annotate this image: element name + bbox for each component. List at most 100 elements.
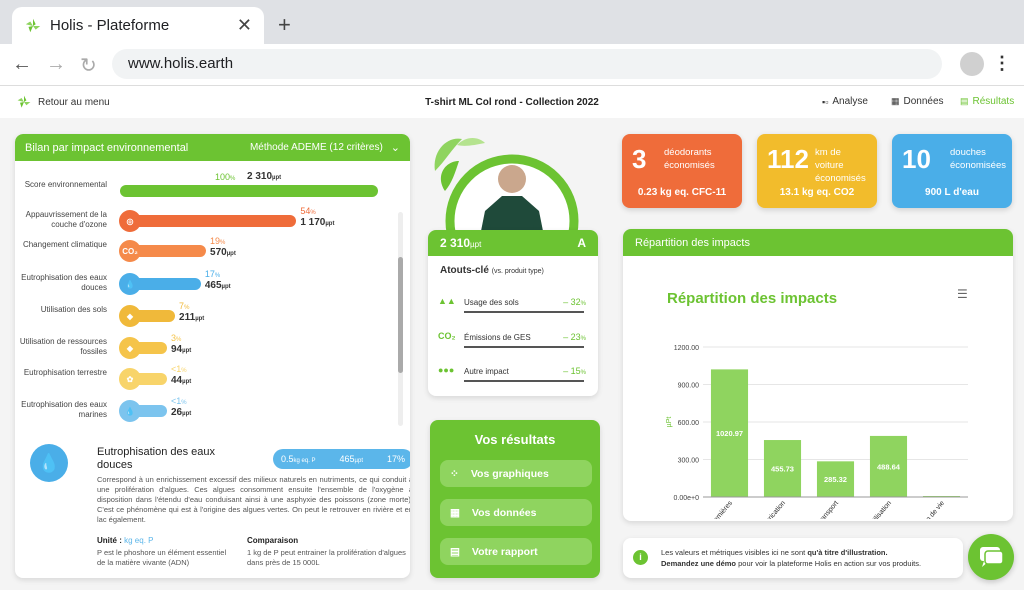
chat-button[interactable] <box>968 534 1014 580</box>
nav-resultats[interactable]: ▤ Résultats <box>960 96 1014 107</box>
y-tick-label: 300.00 <box>678 458 700 465</box>
bar-value-label: 488.64 <box>877 462 901 471</box>
atout-label: Émissions de GES <box>464 333 531 342</box>
atout-value: – 15% <box>563 366 586 376</box>
demo-link[interactable]: Demandez une démo <box>661 559 737 568</box>
detail-kg: 0.5kg eq. P <box>281 454 316 464</box>
nav-resultats-label: Résultats <box>972 96 1015 107</box>
ozone-icon: ◎ <box>119 210 141 232</box>
back-to-menu-link[interactable]: Retour au menu <box>16 94 110 110</box>
impact-pct: <1% <box>171 396 187 406</box>
browser-tab[interactable]: Holis - Plateforme ✕ <box>12 7 264 44</box>
stat-number: 112 <box>767 144 809 174</box>
detail-pct: 17% <box>386 454 405 464</box>
impact-row-label: Eutrophisation terrestre <box>23 368 107 377</box>
detail-description: Correspond à un enrichissement excessif … <box>97 475 410 524</box>
stat-sub: 0.23 kg eq. CFC-11 <box>637 187 727 198</box>
impact-value: 1 170µpt <box>300 217 335 228</box>
results-card: Vos résultats ⁘ Vos graphiques ▦ Vos donné… <box>430 420 600 578</box>
y-tick-label: 600.00 <box>678 420 700 427</box>
land-icon: ◆ <box>119 305 141 327</box>
stat-card: 10 douches économisées 900 L d'eau <box>892 134 1012 208</box>
nav-donnees-label: Données <box>903 96 944 107</box>
profile-avatar[interactable] <box>960 52 984 76</box>
method-select[interactable]: Méthode ADEME (12 critères) <box>249 142 383 153</box>
stat-card: 3 déodorants économisés 0.23 kg eq. CFC-11 <box>622 134 742 208</box>
x-tick-label: Transport <box>816 500 840 519</box>
atout-value: – 23% <box>563 332 586 342</box>
nav-analyse-label: Analyse <box>832 96 868 107</box>
chevron-down-icon[interactable]: ⌄ <box>390 142 400 154</box>
atout-label: Usage des sols <box>464 298 519 307</box>
analyse-icon: ▪▫ <box>822 96 829 107</box>
unit-text: P est le phoshore un élément essentiel d… <box>97 548 227 567</box>
x-tick-label: Utilisation <box>868 500 893 519</box>
atout-value: – 32% <box>563 297 586 307</box>
nav-donnees[interactable]: ▦ Données <box>891 96 944 107</box>
url-field[interactable]: www.holis.earth <box>112 49 942 79</box>
data-icon: ▦ <box>891 96 900 106</box>
browser-tab-bar: Holis - Plateforme ✕ + <box>0 0 1024 44</box>
back-arrow-icon[interactable]: ← <box>12 53 32 75</box>
stat-label: km de voiture économisés <box>815 147 866 184</box>
impact-row-label: Appauvrissement de la couche d'ozone <box>25 210 107 229</box>
land-use-icon: ▲▲ <box>438 296 456 306</box>
report-button[interactable]: ▤ Votre rapport <box>440 538 592 565</box>
score-label: Score environnemental <box>24 180 107 189</box>
impact-row-label: Eutrophisation des eaux douces <box>21 273 107 292</box>
holis-logo-icon <box>17 95 31 108</box>
nav-analyse[interactable]: ▪▫ Analyse <box>822 96 868 107</box>
app-area: Retour au menu T-shirt ML Col rond - Col… <box>0 86 1024 590</box>
scrollbar-thumb[interactable] <box>398 257 403 373</box>
detail-pill: 0.5kg eq. P 465µpt 17% <box>273 449 410 469</box>
holis-logo-icon <box>25 18 41 32</box>
stat-sub: 13.1 kg eq. CO2 <box>779 187 855 198</box>
impact-bar <box>127 245 207 257</box>
product-title: T-shirt ML Col rond - Collection 2022 <box>425 97 599 108</box>
close-tab-icon[interactable]: ✕ <box>236 15 252 35</box>
repartition-card: Répartition des impacts Répartition des … <box>623 229 1013 521</box>
impact-row-label: Utilisation de ressources fossiles <box>19 337 107 356</box>
impact-card-header: Bilan par impact environnemental Méthode… <box>15 134 410 161</box>
app-header: Retour au menu T-shirt ML Col rond - Col… <box>0 86 1024 118</box>
chart-title: Répartition des impacts <box>667 290 838 307</box>
report-icon: ▤ <box>450 545 460 558</box>
impact-bar <box>127 278 201 290</box>
atout-label: Autre impact <box>464 367 509 376</box>
table-icon: ▦ <box>450 506 460 519</box>
notice-text: Les valeurs et métriques visibles ici ne… <box>661 548 922 568</box>
results-icon: ▤ <box>960 96 969 106</box>
illustration-notice: i Les valeurs et métriques visibles ici … <box>623 538 963 578</box>
impact-pct: <1% <box>171 364 187 374</box>
chart-menu-icon[interactable]: ☰ <box>957 287 968 301</box>
atouts-card: Atouts-clé (vs. produit type) ▲▲ Usage de… <box>428 230 598 396</box>
back-to-menu-label: Retour au menu <box>38 96 110 108</box>
co2-small-icon: CO₂ <box>438 331 456 341</box>
impact-pct: 54% <box>300 206 316 216</box>
impact-value: 44µpt <box>171 375 192 386</box>
kebab-menu-icon[interactable]: ⋮ <box>993 53 1011 73</box>
impact-card-title: Bilan par impact environnemental <box>25 141 189 154</box>
scatter-icon: ⁘ <box>450 467 459 480</box>
co2-icon: CO₂ <box>119 240 141 262</box>
chat-icon <box>980 547 1004 567</box>
data-button[interactable]: ▦ Vos données <box>440 499 592 526</box>
browser-toolbar: ← → ↻ www.holis.earth ⋮ <box>0 44 1024 86</box>
terrestrial-icon: ✿ <box>119 368 141 390</box>
new-tab-icon[interactable]: + <box>278 12 291 37</box>
impact-pct: 19% <box>210 236 226 246</box>
stat-label: déodorants économisés <box>664 147 715 171</box>
reload-icon[interactable]: ↻ <box>80 55 97 77</box>
bar-chart: 0.00e+0 300.00 600.00 900.00 1200.00 µPt 1020.… <box>666 345 968 519</box>
score-bar <box>120 185 378 197</box>
stat-label: douches économisées <box>950 147 1006 171</box>
detail-title: Eutrophisation des eaux douces <box>97 446 216 471</box>
forward-arrow-icon[interactable]: → <box>46 53 66 75</box>
chart-bar <box>816 461 855 497</box>
impact-row-label: Changement climatique <box>22 240 107 249</box>
score-value: 2 310µpt <box>247 171 282 182</box>
y-tick-label: 1200.00 <box>674 345 699 352</box>
impact-pct: 17% <box>204 269 221 279</box>
impact-value: 211µpt <box>179 312 205 323</box>
graphs-button[interactable]: ⁘ Vos graphiques <box>440 460 592 487</box>
